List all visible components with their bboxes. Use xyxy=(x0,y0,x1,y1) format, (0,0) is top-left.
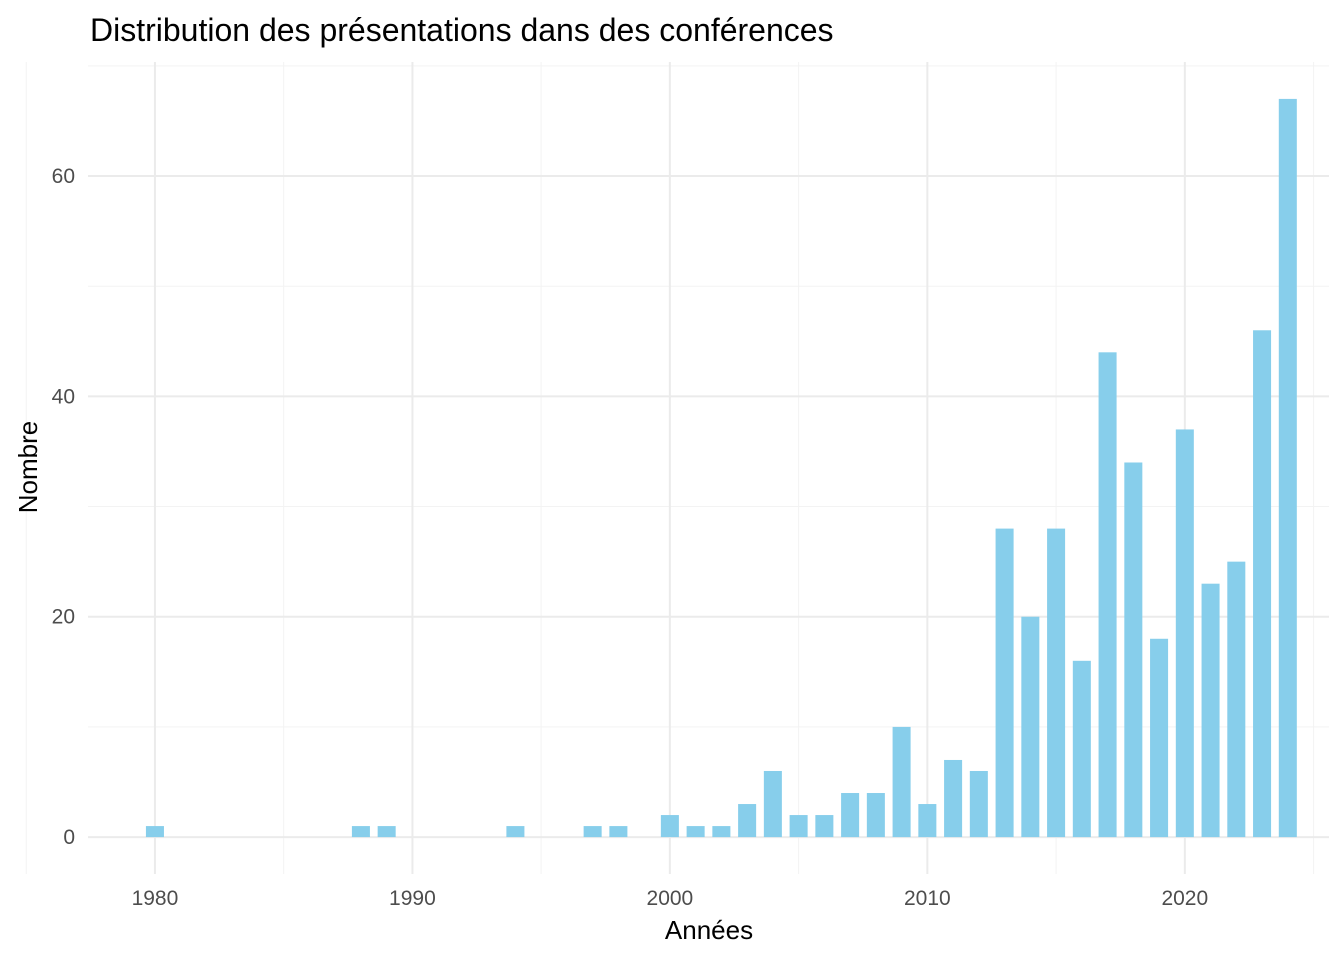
x-axis-tick-labels: 1980 1990 2000 2010 2020 xyxy=(132,887,1209,910)
bar-2019 xyxy=(1150,638,1169,838)
bar-2003 xyxy=(738,804,757,838)
bar-2008 xyxy=(866,793,885,838)
x-tick-label: 2000 xyxy=(647,887,694,910)
bar-2000 xyxy=(660,815,679,838)
bar-2018 xyxy=(1124,462,1143,838)
chart-title: Distribution des présentations dans des … xyxy=(90,12,834,48)
bar-2011 xyxy=(944,759,963,838)
y-tick-label: 0 xyxy=(63,826,75,849)
bars xyxy=(145,98,1297,838)
bar-2006 xyxy=(815,815,834,838)
y-tick-label: 60 xyxy=(52,165,75,188)
bar-1994 xyxy=(506,826,525,838)
bar-2015 xyxy=(1047,528,1066,838)
bar-1998 xyxy=(609,826,628,838)
bar-2013 xyxy=(995,528,1014,838)
y-tick-label: 40 xyxy=(52,385,75,408)
bar-2005 xyxy=(789,815,808,838)
bar-2001 xyxy=(686,826,705,838)
bar-2017 xyxy=(1098,352,1117,838)
bar-2012 xyxy=(969,770,988,838)
bar-2021 xyxy=(1201,583,1220,838)
bar-2002 xyxy=(712,826,731,838)
y-axis-title: Nombre xyxy=(13,421,43,513)
grid xyxy=(25,62,1329,874)
bar-2023 xyxy=(1253,330,1272,838)
bar-1997 xyxy=(583,826,602,838)
bar-2007 xyxy=(841,793,860,838)
bar-1989 xyxy=(377,826,396,838)
bar-2014 xyxy=(1021,616,1040,838)
bar-1980 xyxy=(145,826,164,838)
bar-2024 xyxy=(1278,98,1297,838)
bar-2004 xyxy=(763,770,782,838)
bar-2020 xyxy=(1175,429,1194,838)
x-axis-title: Années xyxy=(665,915,753,945)
x-tick-label: 1980 xyxy=(132,887,179,910)
bar-2009 xyxy=(892,726,911,838)
bar-2022 xyxy=(1227,561,1246,838)
y-axis-tick-labels: 0 20 40 60 xyxy=(52,165,75,849)
x-tick-label: 2010 xyxy=(904,887,951,910)
bar-2010 xyxy=(918,804,937,838)
bar-2016 xyxy=(1072,660,1091,838)
bar-1988 xyxy=(351,826,370,838)
x-tick-label: 2020 xyxy=(1161,887,1208,910)
y-tick-label: 20 xyxy=(52,606,75,629)
x-tick-label: 1990 xyxy=(389,887,436,910)
